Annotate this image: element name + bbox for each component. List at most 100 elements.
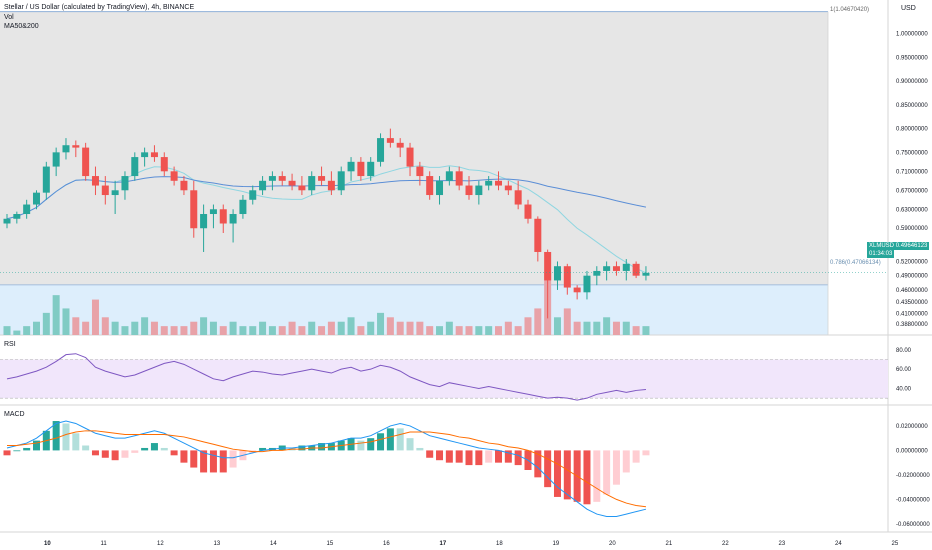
volume-bar xyxy=(573,321,581,335)
price-tick-label: 0.85000000 xyxy=(896,103,928,109)
macd-histogram-bar xyxy=(23,447,31,451)
macd-histogram-bar xyxy=(229,450,237,468)
macd-histogram-bar xyxy=(121,450,129,458)
candle-body xyxy=(3,218,11,224)
candle-body xyxy=(82,147,90,177)
candle-body xyxy=(632,263,640,276)
candle-body xyxy=(91,176,99,186)
candle-body xyxy=(150,152,158,158)
candle-body xyxy=(544,251,552,281)
price-tick-label: 0.71000000 xyxy=(896,169,928,175)
candle-body xyxy=(52,152,60,167)
candle-body xyxy=(219,209,227,224)
macd-histogram-bar xyxy=(32,440,40,451)
volume-bar xyxy=(504,321,512,335)
candle-body xyxy=(504,185,512,191)
candle-body xyxy=(170,171,178,181)
candle-body xyxy=(377,138,385,162)
volume-bar xyxy=(91,299,99,335)
volume-bar xyxy=(534,308,542,335)
currency-label[interactable]: USD xyxy=(901,5,916,12)
volume-bar xyxy=(52,295,60,335)
volume-bar xyxy=(62,308,70,335)
candle-body xyxy=(278,176,286,181)
volume-bar xyxy=(426,326,434,335)
candle-body xyxy=(583,275,591,293)
macd-histogram-bar xyxy=(82,445,90,451)
volume-bar xyxy=(308,321,316,335)
price-tick-label: 0.75000000 xyxy=(896,150,928,156)
macd-histogram-bar xyxy=(534,450,542,478)
volume-bar xyxy=(563,308,571,335)
macd-signal-line xyxy=(7,430,647,508)
candle-body xyxy=(160,157,168,172)
candle-body xyxy=(200,214,208,229)
volume-bar xyxy=(386,317,394,335)
candle-body xyxy=(209,209,217,215)
price-tick-label: 0.80000000 xyxy=(896,127,928,133)
candle-body xyxy=(259,180,267,191)
candle-body xyxy=(593,270,601,276)
macd-histogram-bar xyxy=(504,450,512,463)
time-tick-label: 10 xyxy=(44,541,51,547)
price-tick-label: 0.90000000 xyxy=(896,79,928,85)
candle-body xyxy=(101,185,109,196)
macd-tick-label: -0.06000000 xyxy=(896,522,930,528)
candle-body xyxy=(347,161,355,172)
volume-bar xyxy=(377,312,385,335)
macd-tick-label: 0.02000000 xyxy=(896,424,928,430)
volume-indicator-label[interactable]: Vol xyxy=(4,14,14,21)
time-tick-label: 15 xyxy=(327,541,334,547)
candle-body xyxy=(563,266,571,288)
volume-bar xyxy=(583,321,591,335)
rsi-pane-label[interactable]: RSI xyxy=(4,341,16,348)
time-tick-label: 18 xyxy=(496,541,503,547)
volume-bar xyxy=(200,317,208,335)
macd-pane-label[interactable]: MACD xyxy=(4,411,25,418)
candle-body xyxy=(475,185,483,196)
volume-bar xyxy=(209,321,217,335)
candle-body xyxy=(406,147,414,167)
rsi-tick-label: 40.00 xyxy=(896,387,912,393)
candle-body xyxy=(524,204,532,219)
candle-body xyxy=(465,185,473,196)
volume-bar xyxy=(593,321,601,335)
volume-bar xyxy=(219,326,227,335)
moving-average-label[interactable]: MA50&200 xyxy=(4,23,39,30)
price-tick-label: 1.00000000 xyxy=(896,32,928,38)
macd-histogram-bar xyxy=(180,450,188,463)
candle-body xyxy=(612,266,620,271)
candle-body xyxy=(239,199,247,215)
candle-body xyxy=(308,176,316,191)
volume-bar xyxy=(278,326,286,335)
macd-histogram-bar xyxy=(603,450,611,495)
macd-histogram-bar xyxy=(367,438,375,451)
candle-body xyxy=(485,180,493,186)
macd-histogram-bar xyxy=(318,443,326,451)
macd-histogram-bar xyxy=(160,447,168,451)
macd-histogram-bar xyxy=(3,450,11,456)
macd-histogram-bar xyxy=(396,428,404,451)
candle-body xyxy=(62,145,70,153)
time-tick-label: 21 xyxy=(666,541,673,547)
rsi-band xyxy=(0,359,888,399)
volume-bar xyxy=(445,321,453,335)
candle-body xyxy=(121,176,129,191)
macd-histogram-bar xyxy=(209,450,217,473)
macd-histogram-bar xyxy=(406,438,414,451)
volume-bar xyxy=(268,326,276,335)
volume-bar xyxy=(3,326,11,335)
candle-body xyxy=(357,161,365,177)
price-tick-label: 0.63000000 xyxy=(896,207,928,213)
volume-bar xyxy=(101,317,109,335)
candle-body xyxy=(111,190,119,196)
volume-bar xyxy=(396,321,404,335)
candle-body xyxy=(386,138,394,143)
price-tick-label: 0.59000000 xyxy=(896,226,928,232)
candle-body xyxy=(180,180,188,191)
time-tick-label: 24 xyxy=(835,541,842,547)
candle-body xyxy=(495,180,502,186)
volume-bar xyxy=(141,317,149,335)
macd-histogram-bar xyxy=(583,450,591,505)
candle-body xyxy=(642,272,650,276)
